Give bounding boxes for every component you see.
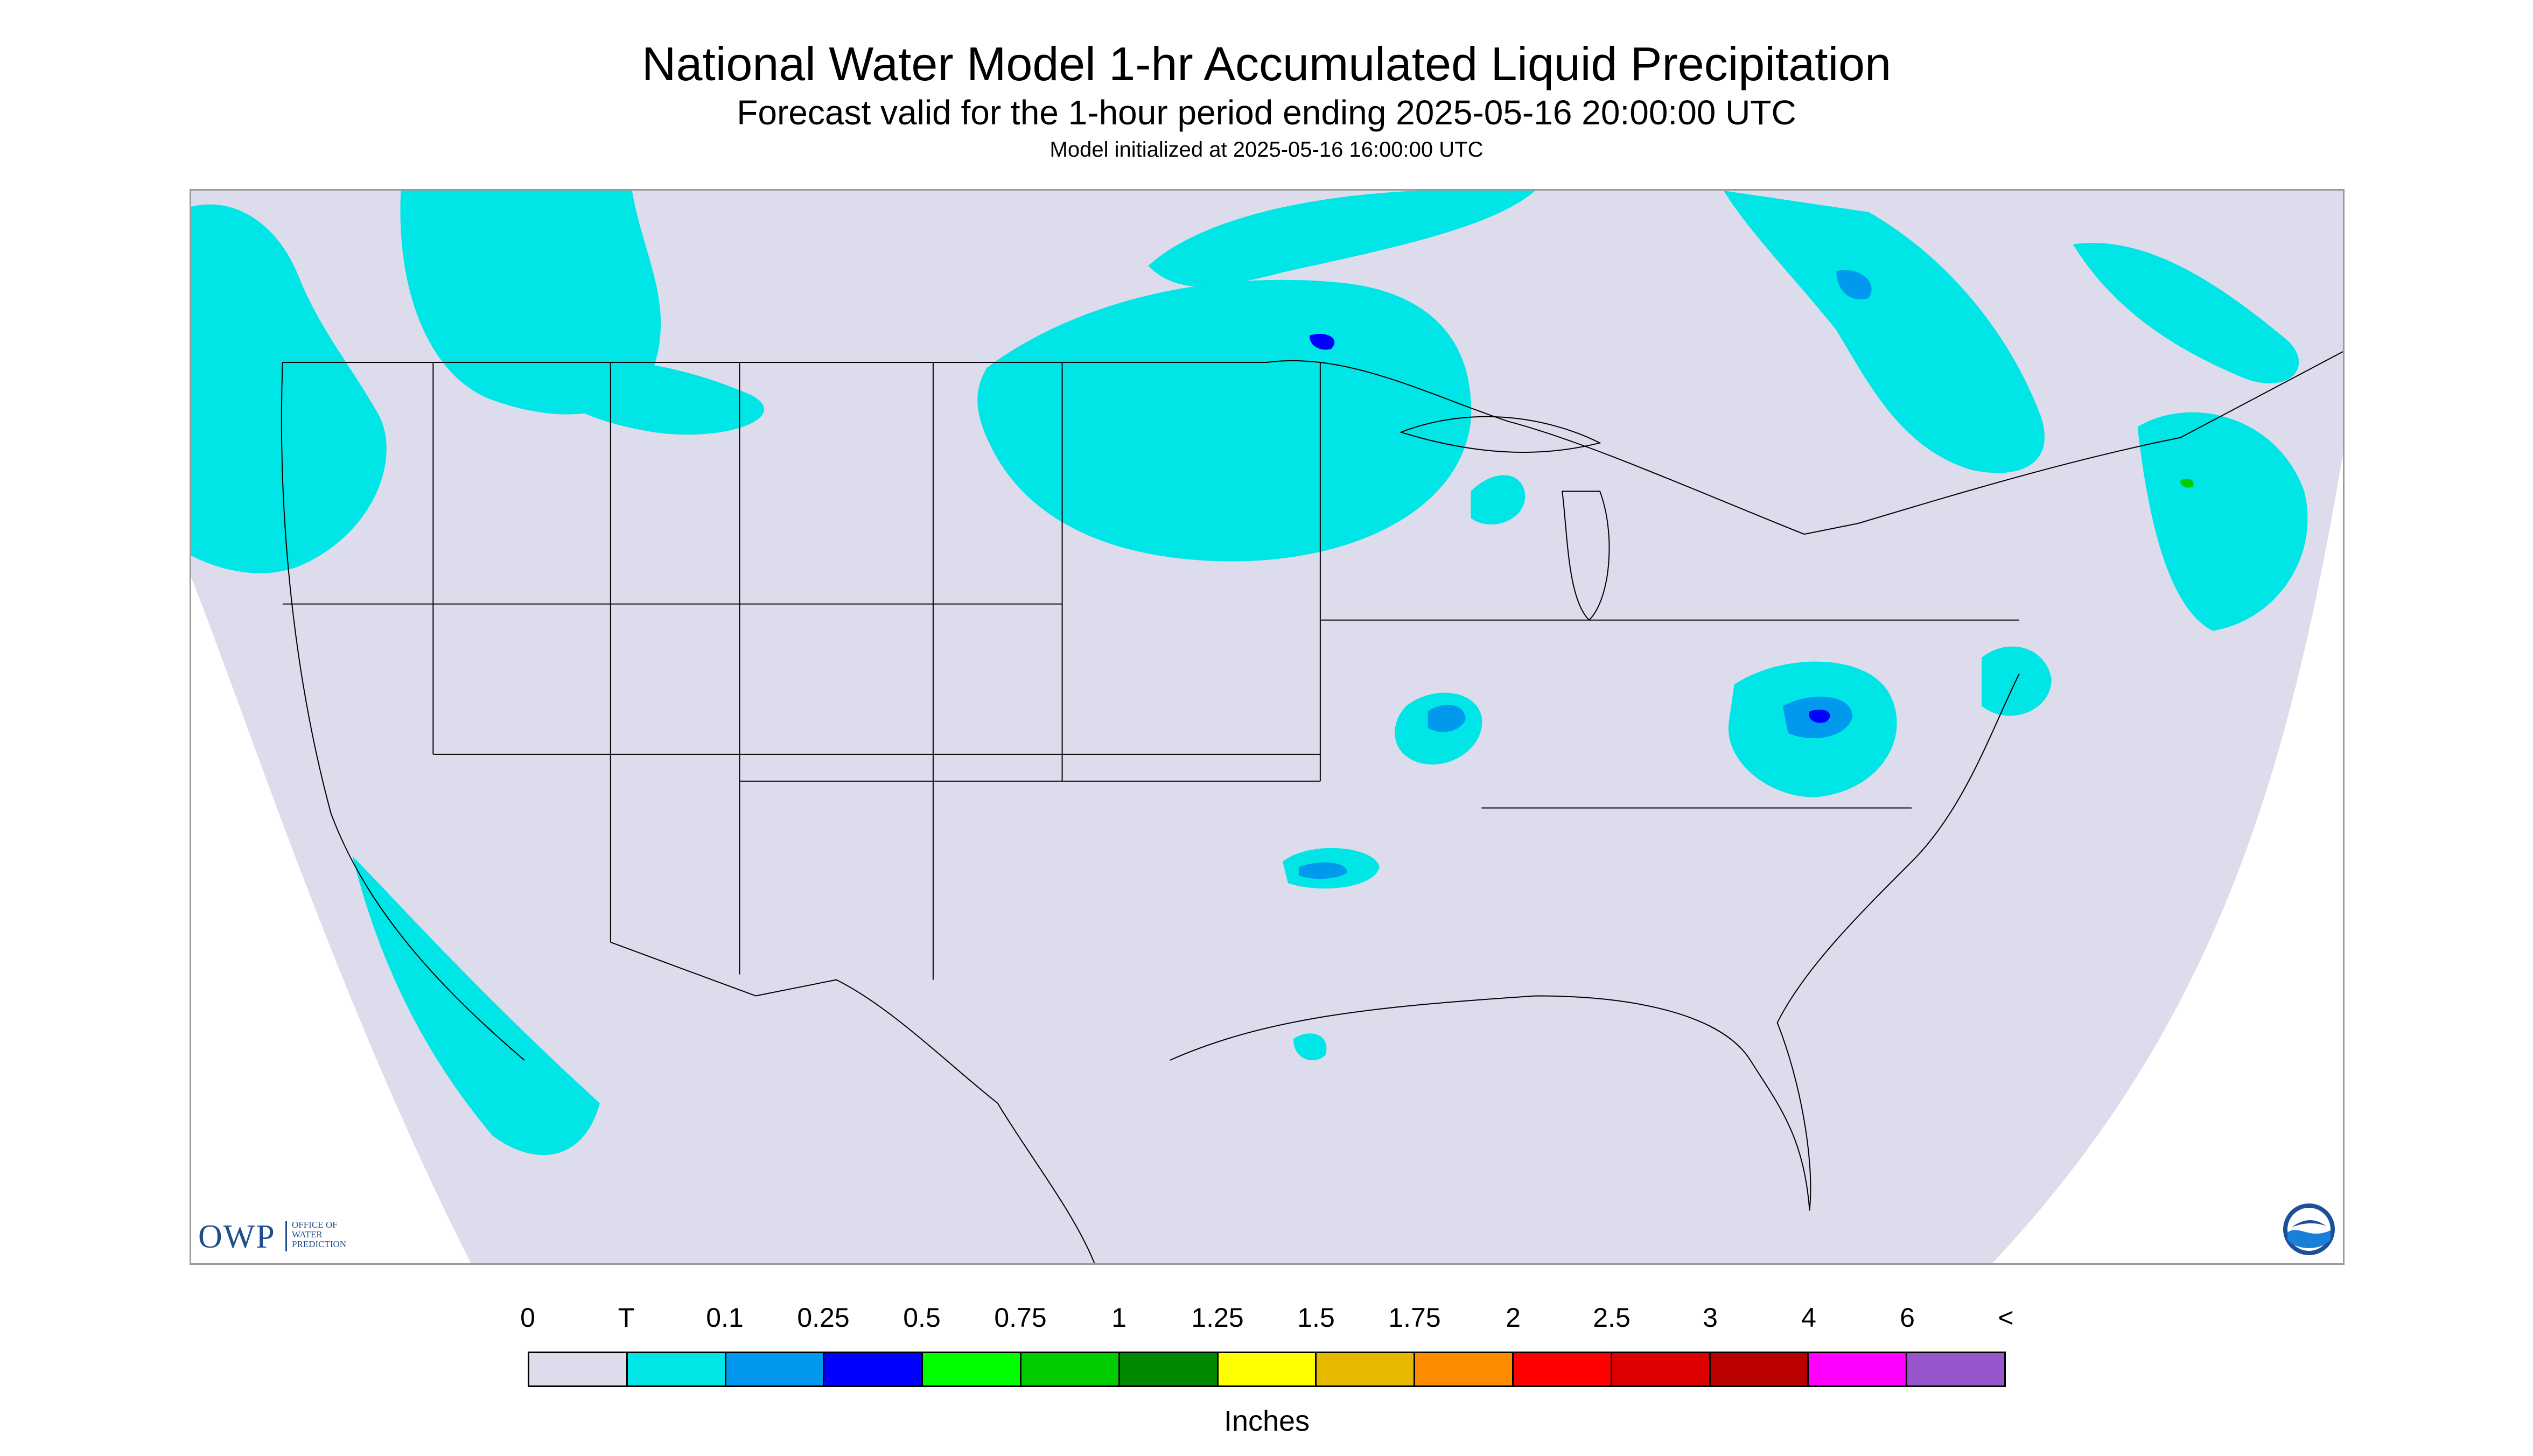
- legend-swatch: [1317, 1353, 1416, 1385]
- precip-cell-virginia: [1809, 709, 1830, 723]
- interior-grid-b: [282, 603, 2019, 809]
- legend-swatch: [1021, 1353, 1120, 1385]
- precip-wisconsin-east: [1471, 475, 1526, 525]
- map-canvas: [191, 191, 2343, 1263]
- precip-southern-california: [352, 856, 600, 1156]
- legend-swatch: [1119, 1353, 1219, 1385]
- legend-label: 1.5: [1297, 1303, 1335, 1333]
- precip-heavier: [1298, 270, 2194, 879]
- precip-cell-lake-superior: [1309, 334, 1335, 350]
- legend-swatch: [529, 1353, 628, 1385]
- legend-label: 2.5: [1593, 1303, 1631, 1333]
- precip-cell-oklahoma: [1298, 862, 1347, 879]
- noaa-logo-icon: [2283, 1203, 2335, 1255]
- owp-wordmark: OWP: [198, 1219, 276, 1255]
- west-coast: [281, 362, 525, 1061]
- us-mexico-border: [610, 941, 1095, 1263]
- precip-cell-maine: [2180, 479, 2194, 488]
- legend-label: 4: [1801, 1303, 1816, 1333]
- legend-label: 1.75: [1388, 1303, 1441, 1333]
- legend-label: 3: [1703, 1303, 1718, 1333]
- legend-units-label: Inches: [1223, 1405, 1310, 1437]
- precip-montana: [545, 360, 765, 435]
- legend-label: 0: [520, 1303, 535, 1333]
- owp-org-name: Office of Water Prediction: [292, 1220, 347, 1249]
- gulf-coast: [1169, 673, 2020, 1211]
- interior-grid-a: [432, 362, 1321, 980]
- legend-swatch: [1809, 1353, 1908, 1385]
- legend-label: 0.25: [797, 1303, 850, 1333]
- legend-swatch: [627, 1353, 726, 1385]
- lake-superior: [1399, 416, 1601, 453]
- precip-gulf-coast: [1293, 1033, 1327, 1061]
- legend-swatch: [824, 1353, 923, 1385]
- legend-swatch: [923, 1353, 1021, 1385]
- legend-label: 1: [1111, 1303, 1126, 1333]
- map-domain: [191, 191, 2343, 1263]
- precip-pacific-northwest: [191, 204, 387, 573]
- legend-label: 1.25: [1191, 1303, 1244, 1333]
- chart-title: National Water Model 1-hr Accumulated Li…: [641, 37, 1892, 90]
- legend-swatch: [1218, 1353, 1317, 1385]
- legend-label: 0.75: [994, 1303, 1047, 1333]
- legend-label: 0.1: [706, 1303, 744, 1333]
- precip-cell-quebec: [1836, 270, 1872, 299]
- legend-swatch: [1710, 1353, 1809, 1385]
- legend-swatch: [1415, 1353, 1514, 1385]
- owp-divider: [285, 1221, 287, 1251]
- precip-maine-coast: [2137, 412, 2308, 631]
- legend-swatch: [1513, 1353, 1612, 1385]
- legend-swatch: [1612, 1353, 1711, 1385]
- legend-label: 2: [1506, 1303, 1521, 1333]
- forecast-valid-line: Forecast valid for the 1-hour period end…: [737, 93, 1796, 132]
- legend-colorbar: [528, 1352, 2006, 1387]
- legend-label: 6: [1900, 1303, 1915, 1333]
- model-init-line: Model initialized at 2025-05-16 16:00:00…: [1049, 138, 1484, 162]
- legend-label: T: [618, 1303, 635, 1333]
- precip-new-brunswick: [2073, 243, 2299, 383]
- precipitation-map: [190, 189, 2345, 1265]
- political-boundaries: [281, 351, 2343, 1263]
- legend-swatch: [1907, 1353, 2004, 1385]
- precip-trace: [191, 191, 2308, 1156]
- precip-northern-rockies: [400, 191, 661, 415]
- legend: 0 T 0.1 0.25 0.5 0.75 1 1.25 1.5 1.75 2 2.5 3 4 6 < Inc…: [520, 1302, 2014, 1442]
- precip-north-plains-arc: [1148, 191, 1536, 287]
- legend-swatch: [726, 1353, 825, 1385]
- precip-ontario-quebec: [1723, 191, 2045, 473]
- precip-cell-illinois: [1428, 705, 1466, 732]
- owp-logo: OWP Office of Water Prediction: [198, 1218, 376, 1256]
- legend-label: 0.5: [903, 1303, 941, 1333]
- canada-us-border: [282, 351, 2343, 535]
- precip-mid-atlantic: [1982, 646, 2052, 716]
- precip-upper-midwest: [977, 279, 1472, 562]
- legend-label: <: [1998, 1303, 2014, 1333]
